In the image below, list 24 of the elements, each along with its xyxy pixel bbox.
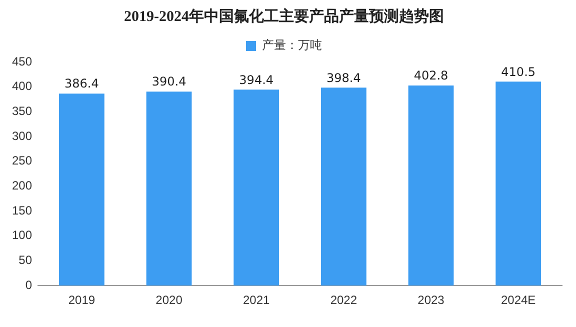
data-label: 402.8 [414, 68, 448, 83]
x-tick-label: 2022 [330, 293, 358, 308]
data-label: 394.4 [239, 72, 274, 87]
y-tick-label: 0 [25, 278, 32, 292]
data-label: 410.5 [501, 64, 536, 79]
y-tick-label: 450 [12, 54, 32, 68]
y-tick-label: 250 [12, 154, 32, 168]
x-tick-label: 2023 [418, 293, 445, 308]
data-label: 386.4 [64, 76, 99, 91]
y-tick-label: 100 [12, 228, 32, 242]
y-tick-label: 150 [12, 203, 32, 218]
x-tick-label: 2024E [500, 293, 536, 308]
data-label: 390.4 [152, 74, 186, 89]
x-tick-label: 2019 [68, 293, 96, 308]
y-tick-label: 300 [12, 128, 32, 143]
chart-title: 2019-2024年中国氟化工主要产品产量预测趋势图 [124, 6, 444, 25]
data-label: 398.4 [326, 70, 361, 85]
x-tick-label: 2020 [156, 293, 183, 308]
x-tick-label: 2021 [242, 293, 270, 308]
y-tick-label: 400 [12, 79, 32, 94]
y-tick-label: 50 [18, 253, 32, 268]
legend-label: 产量：万吨 [262, 38, 322, 52]
y-tick-label: 200 [12, 178, 32, 193]
y-tick-label: 350 [12, 104, 32, 118]
